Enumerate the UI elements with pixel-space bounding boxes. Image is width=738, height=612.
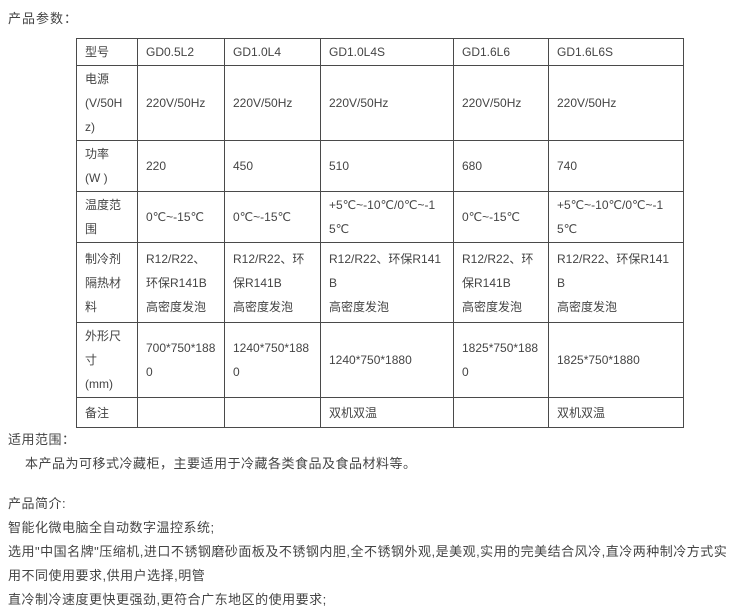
intro-heading: 产品简介: [8,496,67,511]
table-cell: 220V/50Hz [137,65,225,141]
table-cell: R12/R22、环保R141B 高密度发泡 [548,242,684,323]
table-cell: 220V/50Hz [453,65,549,141]
table-row-refrigerant-insulation: 制冷剂 隔热材料 R12/R22、环保R141B 高密度发泡 R12/R22、环… [76,242,684,323]
table-cell: 680 [453,140,549,192]
table-cell: GD0.5L2 [137,38,225,66]
table-cell: R12/R22、环保R141B 高密度发泡 [224,242,321,323]
table-row-wattage: 功率 (W ) 220 450 510 680 740 [76,140,684,192]
table-cell: GD1.0L4S [320,38,454,66]
row-label: 温度范围 [76,191,138,243]
description-text-block: 适用范围： 本产品为可移式冷藏柜，主要适用于冷藏各类食品及食品材料等。 产品简介… [8,428,730,612]
table-cell: 220V/50Hz [548,65,684,141]
table-cell [137,397,225,428]
table-cell: 双机双温 [320,397,454,428]
page-title: 产品参数： [8,11,79,26]
intro-paragraph: 智能化微电脑全自动数字温控系统; [8,520,215,535]
table-cell: R12/R22、环保R141B 高密度发泡 [137,242,225,323]
table-cell: 220V/50Hz [320,65,454,141]
table-cell: GD1.6L6S [548,38,684,66]
table-cell: 220 [137,140,225,192]
table-row-temp-range: 温度范围 0℃~-15℃ 0℃~-15℃ +5℃~-10℃/0℃~-15℃ 0℃… [76,191,684,243]
table-cell: 1825*750*1880 [453,322,549,398]
table-cell: 双机双温 [548,397,684,428]
row-label: 型号 [76,38,138,66]
table-row-dimensions: 外形尺寸 (mm) 700*750*1880 1240*750*1880 124… [76,322,684,398]
table-cell: +5℃~-10℃/0℃~-15℃ [548,191,684,243]
table-cell [224,397,321,428]
table-row-power-supply: 电源 (V/50Hz) 220V/50Hz 220V/50Hz 220V/50H… [76,65,684,141]
table-cell: 450 [224,140,321,192]
table-cell: 0℃~-15℃ [137,191,225,243]
row-label: 电源 (V/50Hz) [76,65,138,141]
product-spec-table: 型号 GD0.5L2 GD1.0L4 GD1.0L4S GD1.6L6 GD1.… [76,38,684,428]
table-cell: 740 [548,140,684,192]
scope-body: 本产品为可移式冷藏柜，主要适用于冷藏各类食品及食品材料等。 [25,456,417,471]
scope-heading: 适用范围： [8,432,76,447]
table-row-model: 型号 GD0.5L2 GD1.0L4 GD1.0L4S GD1.6L6 GD1.… [76,38,684,66]
table-cell: R12/R22、环保R141B 高密度发泡 [453,242,549,323]
table-cell: 0℃~-15℃ [453,191,549,243]
table-cell: 700*750*1880 [137,322,225,398]
table-cell: 1240*750*1880 [320,322,454,398]
table-cell: +5℃~-10℃/0℃~-15℃ [320,191,454,243]
table-cell: GD1.6L6 [453,38,549,66]
table-cell: 1825*750*1880 [548,322,684,398]
intro-paragraph: 选用"中国名牌"压缩机,进口不锈钢磨砂面板及不锈钢内胆,全不锈钢外观,是美观,实… [8,544,728,583]
table-cell: 0℃~-15℃ [224,191,321,243]
table-cell: 510 [320,140,454,192]
row-label: 备注 [76,397,138,428]
row-label: 制冷剂 隔热材料 [76,242,138,323]
intro-paragraph: 直冷制冷速度更快更强劲,更符合广东地区的使用要求; [8,592,327,607]
row-label: 外形尺寸 (mm) [76,322,138,398]
table-cell: R12/R22、环保R141B 高密度发泡 [320,242,454,323]
table-cell: GD1.0L4 [224,38,321,66]
table-cell [453,397,549,428]
table-cell: 1240*750*1880 [224,322,321,398]
table-row-remarks: 备注 双机双温 双机双温 [76,397,684,428]
row-label: 功率 (W ) [76,140,138,192]
table-cell: 220V/50Hz [224,65,321,141]
